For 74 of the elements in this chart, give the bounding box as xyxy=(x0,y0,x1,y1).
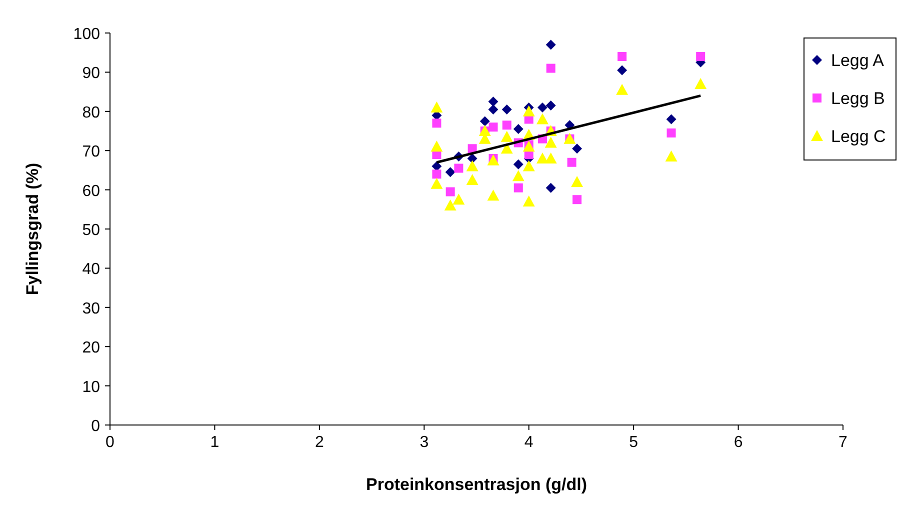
point xyxy=(432,161,442,172)
point xyxy=(488,104,498,114)
y-tick-label: 30 xyxy=(82,300,100,318)
y-tick-label: 90 xyxy=(82,65,100,82)
point xyxy=(666,128,676,138)
point xyxy=(513,124,524,134)
point xyxy=(616,84,628,95)
point xyxy=(487,154,500,166)
point xyxy=(514,183,523,192)
y-axis-title: Fyllingsgrad (%) xyxy=(23,162,42,296)
point xyxy=(513,159,524,170)
point xyxy=(546,182,556,193)
point xyxy=(694,78,707,89)
x-tick-label: 3 xyxy=(420,434,429,451)
point xyxy=(567,158,576,167)
x-axis-title: Proteinkonsentrasjon (g/dl) xyxy=(366,475,588,494)
point xyxy=(696,52,706,62)
legend-label: Legg A xyxy=(831,51,885,70)
point xyxy=(522,196,535,207)
y-tick-label: 70 xyxy=(82,144,100,161)
y-tick-label: 60 xyxy=(82,182,100,200)
point xyxy=(537,102,548,112)
x-tick-label: 2 xyxy=(314,434,324,451)
point xyxy=(502,104,512,114)
y-tick-label: 50 xyxy=(82,222,100,239)
point xyxy=(502,120,512,130)
point xyxy=(665,150,678,162)
point xyxy=(536,113,548,124)
legend-label: Legg C xyxy=(831,127,886,146)
point xyxy=(487,190,500,201)
x-tick-label: 1 xyxy=(210,434,220,451)
y-tick-label: 0 xyxy=(91,418,100,435)
point xyxy=(446,187,455,196)
y-tick-label: 80 xyxy=(82,104,100,122)
point xyxy=(572,195,582,204)
point xyxy=(466,174,478,185)
point xyxy=(480,116,490,126)
point xyxy=(536,152,548,164)
x-tick-label: 7 xyxy=(838,434,848,451)
point xyxy=(452,194,465,205)
x-tick-label: 5 xyxy=(629,434,638,451)
x-tick-label: 6 xyxy=(734,434,743,451)
point xyxy=(544,136,557,148)
point xyxy=(546,64,556,73)
y-tick-label: 10 xyxy=(82,378,100,396)
y-tick-label: 40 xyxy=(82,261,100,278)
point xyxy=(666,114,676,124)
x-tick-label: 0 xyxy=(106,434,115,451)
legend-label: Legg B xyxy=(831,89,885,108)
point xyxy=(430,178,443,189)
point xyxy=(488,96,498,107)
point xyxy=(617,65,628,76)
point xyxy=(430,101,443,112)
point xyxy=(522,160,535,172)
point xyxy=(445,167,456,178)
y-tick-label: 100 xyxy=(73,26,100,43)
point xyxy=(522,105,535,116)
point xyxy=(454,164,464,173)
point xyxy=(500,130,513,142)
point xyxy=(466,160,478,172)
point xyxy=(522,140,535,152)
point xyxy=(432,170,442,179)
x-tick-label: 4 xyxy=(524,434,534,451)
point xyxy=(444,199,456,210)
point xyxy=(546,100,556,111)
point xyxy=(546,40,556,50)
point xyxy=(571,176,584,187)
point xyxy=(618,52,627,62)
point xyxy=(572,144,582,154)
point xyxy=(432,118,442,128)
y-tick-label: 20 xyxy=(82,340,100,357)
point xyxy=(430,140,443,152)
point xyxy=(488,122,498,132)
point xyxy=(512,170,524,182)
